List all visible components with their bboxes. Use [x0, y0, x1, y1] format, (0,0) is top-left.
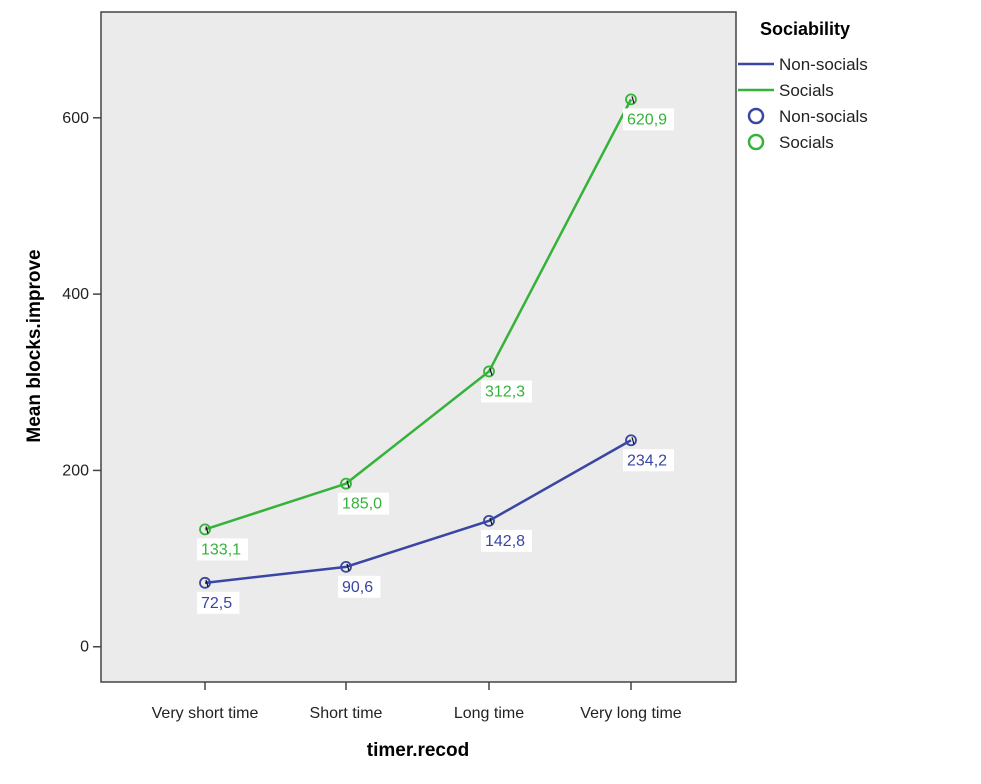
data-label: 133,1 — [197, 538, 248, 561]
data-label: 234,2 — [623, 449, 674, 472]
data-label-text: 72,5 — [201, 595, 232, 612]
data-label-text: 312,3 — [485, 383, 525, 400]
data-label-box — [338, 575, 381, 598]
legend-entry: Socials — [738, 81, 834, 100]
series-line-socials — [204, 98, 633, 531]
y-axis: 0 200 400 600 — [62, 110, 101, 656]
data-label-box — [338, 492, 389, 515]
data-point — [625, 93, 637, 106]
x-tick-label: Very long time — [580, 705, 681, 722]
legend-marker-swatch — [747, 107, 765, 125]
data-label: 312,3 — [481, 380, 532, 403]
series-layer — [199, 93, 637, 589]
label-leader — [346, 563, 350, 572]
label-leader — [631, 437, 635, 445]
legend-entry: Non-socials — [747, 107, 868, 126]
label-leader — [489, 368, 493, 376]
data-label-box — [623, 108, 674, 131]
label-leader — [346, 480, 350, 488]
y-tick-label: 200 — [62, 462, 89, 479]
legend-entry: Socials — [747, 133, 834, 152]
data-point — [483, 514, 495, 527]
data-label: 620,9 — [623, 108, 674, 131]
data-label-box — [481, 529, 532, 552]
legend-label: Non-socials — [779, 107, 868, 126]
x-axis: Very short time Short time Long time Very l… — [152, 682, 682, 722]
data-label: 90,6 — [338, 575, 381, 598]
label-leader — [489, 517, 493, 526]
x-axis-title: timer.recod — [367, 740, 469, 761]
y-tick-label: 0 — [80, 639, 89, 656]
label-leader — [631, 96, 635, 104]
data-label-box — [197, 538, 248, 561]
data-label-text: 620,9 — [627, 111, 667, 128]
y-tick-label: 400 — [62, 286, 89, 303]
data-label-box — [481, 380, 532, 403]
data-label-text: 90,6 — [342, 579, 373, 596]
data-label-text: 142,8 — [485, 533, 525, 550]
data-label-box — [623, 449, 674, 472]
data-labels: 72,5 90,6 142,8 234,2 133,1 185,0 312,3 620,9 — [197, 108, 674, 614]
data-label: 185,0 — [338, 492, 389, 515]
x-tick-label: Short time — [310, 705, 383, 722]
legend-label: Socials — [779, 133, 834, 152]
x-tick-label: Long time — [454, 705, 524, 722]
x-tick-label: Very short time — [152, 705, 259, 722]
data-label: 72,5 — [197, 591, 240, 614]
label-leader — [205, 526, 209, 534]
legend-entry: Non-socials — [738, 55, 868, 74]
y-axis-title: Mean blocks.improve — [24, 249, 45, 442]
data-label-text: 185,0 — [342, 496, 382, 513]
series-line-non-socials — [204, 439, 632, 585]
legend-label: Socials — [779, 81, 834, 100]
legend-title: Sociability — [760, 19, 850, 39]
data-label-box — [197, 591, 240, 614]
data-label-text: 133,1 — [201, 541, 241, 558]
legend-marker-swatch — [747, 133, 765, 151]
data-point — [199, 523, 211, 536]
data-point — [625, 434, 637, 447]
legend-label: Non-socials — [779, 55, 868, 74]
data-label: 142,8 — [481, 529, 532, 552]
y-tick-label: 600 — [62, 110, 89, 127]
data-point — [340, 477, 352, 490]
data-label-text: 234,2 — [627, 452, 667, 469]
label-leader — [205, 579, 209, 587]
data-point — [199, 576, 211, 589]
data-point — [340, 560, 352, 573]
data-point — [483, 365, 495, 378]
legend: Sociability Non-socials Socials Non-social… — [738, 19, 868, 152]
